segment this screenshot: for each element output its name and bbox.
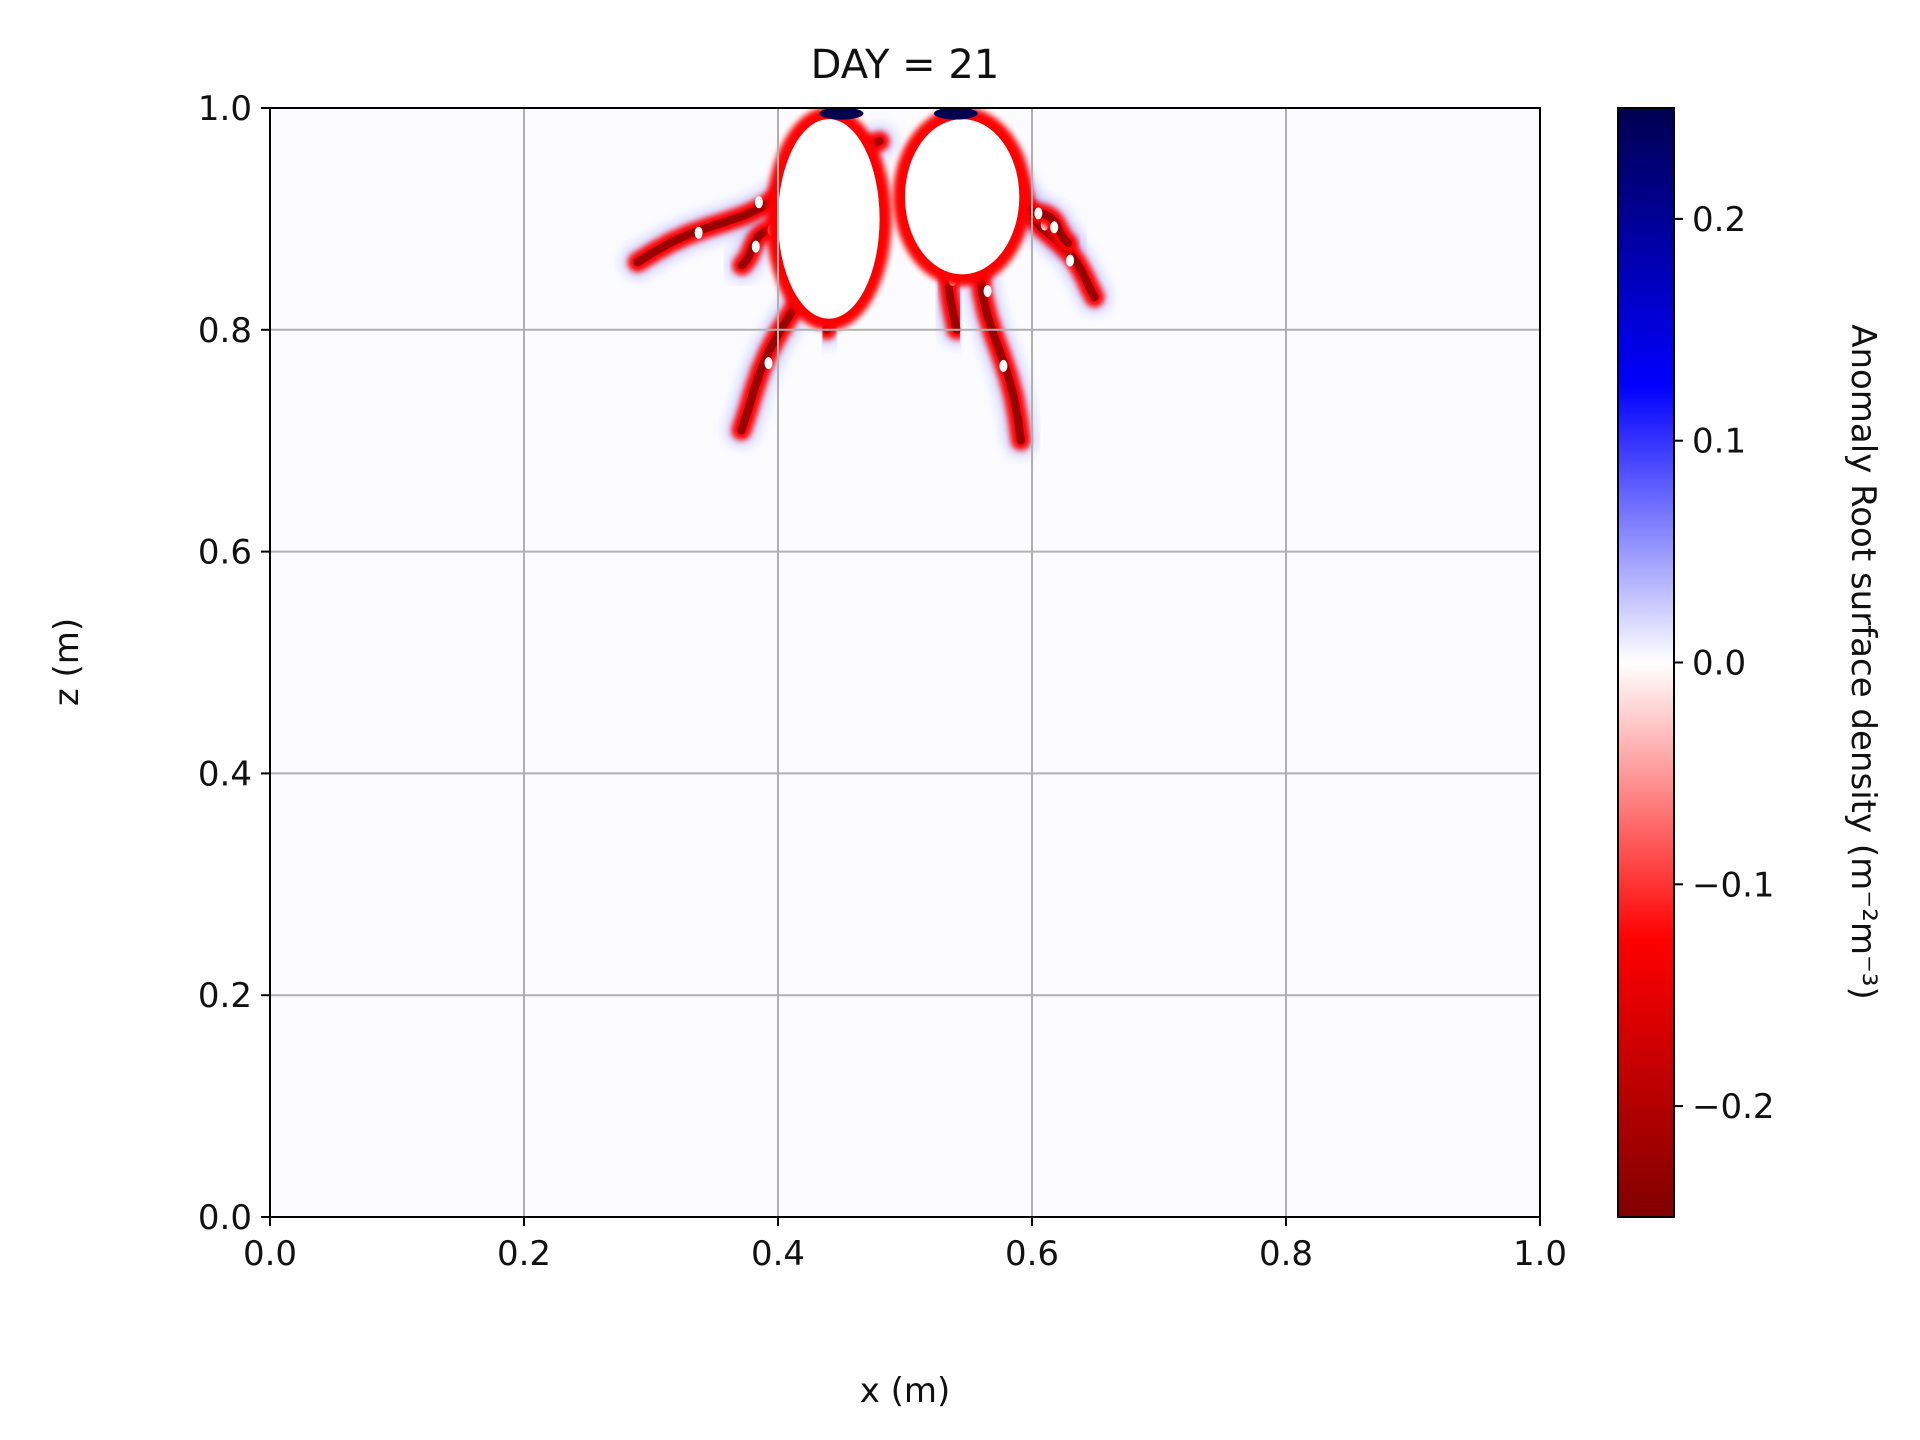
x-tick-label: 0.6 (1005, 1234, 1059, 1274)
colorbar-tick-label: 0.0 (1692, 644, 1746, 684)
colorbar-tick-label: 0.1 (1692, 422, 1746, 462)
y-tick-label: 1.0 (198, 89, 252, 129)
y-tick-label: 0.4 (198, 754, 252, 794)
colorbar (1617, 107, 1675, 1218)
grid (270, 108, 1540, 1217)
saturated-speck (1050, 221, 1059, 234)
x-axis: 0.0 0.2 0.4 0.6 0.8 1.0 (243, 1217, 1567, 1274)
colorbar-tick-label: −0.2 (1692, 1087, 1775, 1127)
x-tick-label: 0.4 (751, 1234, 805, 1274)
saturated-speck (754, 196, 763, 209)
saturated-speck (751, 240, 760, 253)
chart-title: DAY = 21 (811, 42, 1000, 88)
y-tick-label: 0.0 (198, 1198, 252, 1238)
colorbar-label: Anomaly Root surface density (m⁻²m⁻³) (1843, 324, 1883, 1000)
saturated-core (905, 119, 1020, 275)
anomaly-field (620, 108, 1112, 458)
positive-anomaly-spot (819, 108, 864, 120)
saturated-speck (694, 226, 703, 239)
y-tick-label: 0.2 (198, 976, 252, 1016)
axes-frame (269, 107, 1541, 1218)
saturated-speck (999, 359, 1008, 372)
saturated-speck (1066, 254, 1075, 267)
x-tick-label: 0.8 (1259, 1234, 1313, 1274)
colorbar-tick-label: −0.1 (1692, 865, 1775, 905)
saturated-speck (764, 357, 773, 370)
x-axis-label: x (m) (860, 1371, 951, 1411)
saturated-core (778, 119, 880, 319)
positive-anomaly-spot (933, 108, 978, 120)
x-tick-label: 0.0 (243, 1234, 297, 1274)
saturated-speck (983, 284, 992, 297)
colorbar-axis: −0.2 −0.1 0.0 0.1 0.2 (1674, 200, 1775, 1127)
plot-area (270, 108, 1540, 1217)
x-tick-label: 0.2 (497, 1234, 551, 1274)
colorbar-tick-label: 0.2 (1692, 200, 1746, 240)
y-tick-label: 0.8 (198, 311, 252, 351)
x-tick-label: 1.0 (1513, 1234, 1567, 1274)
y-tick-label: 0.6 (198, 533, 252, 573)
y-axis: 0.0 0.2 0.4 0.6 0.8 1.0 (198, 89, 270, 1238)
y-axis-label: z (m) (47, 618, 87, 706)
saturated-speck (1034, 207, 1043, 220)
